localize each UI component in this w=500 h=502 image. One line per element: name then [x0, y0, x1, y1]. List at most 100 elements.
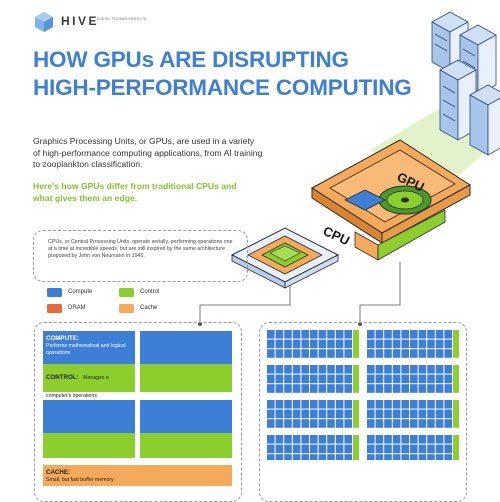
gpu-core-cell — [327, 435, 335, 444]
gpu-core-cell — [435, 374, 444, 384]
gpu-core-cell — [327, 384, 335, 393]
gpu-core-cell — [410, 374, 418, 384]
headline-line-2: HIGH-PERFORMANCE COMPUTING — [33, 75, 412, 100]
gpu-core-cell — [410, 409, 418, 419]
gpu-core-cell — [401, 454, 409, 460]
gpu-core-cell — [375, 330, 384, 339]
gpu-core-cell — [267, 409, 275, 419]
gpu-core-cell — [444, 330, 452, 339]
gpu-core-cell — [435, 339, 444, 349]
gpu-core-cell — [275, 400, 284, 409]
gpu-core-cell — [384, 365, 392, 374]
gpu-core-cell — [367, 374, 375, 384]
gpu-core-cell — [427, 330, 435, 339]
gpu-core-cell — [310, 330, 318, 339]
gpu-core-cell — [267, 400, 275, 409]
gpu-control-cell — [453, 400, 459, 428]
gpu-core-cell — [384, 400, 392, 409]
gpu-core-cell — [427, 400, 435, 409]
gpu-core-cell — [392, 384, 401, 393]
gpu-core-cell — [301, 409, 309, 419]
gpu-core-cell — [375, 384, 384, 393]
cache-title: CACHE: — [46, 469, 71, 476]
gpu-core-cell — [292, 384, 301, 393]
gpu-core-cell — [344, 374, 352, 384]
gpu-core-cell — [292, 454, 301, 460]
gpu-core-cell — [301, 330, 309, 339]
gpu-streaming-block — [267, 365, 359, 393]
gpu-core-cell — [292, 330, 301, 339]
gpu-core-cell — [384, 384, 392, 393]
gpu-core-cell — [310, 435, 318, 444]
gpu-core-cell — [310, 384, 318, 393]
gpu-core-cell — [418, 374, 427, 384]
gpu-core-cell — [392, 349, 401, 358]
cpu-control-block — [140, 433, 232, 458]
gpu-control-cell — [353, 435, 359, 460]
cache-description: Small, but fast buffer memory — [46, 477, 114, 483]
gpu-core-cell — [267, 435, 275, 444]
gpu-core-cell — [335, 365, 344, 374]
gpu-core-cell — [301, 435, 309, 444]
gpu-core-cell — [275, 419, 284, 428]
brand-name: HIVE — [61, 14, 100, 28]
gpu-core-cell — [284, 454, 292, 460]
gpu-core-cell — [284, 400, 292, 409]
cpu-compute-block — [43, 331, 135, 364]
gpu-core-cell — [444, 444, 452, 454]
gpu-core-cell — [410, 349, 418, 358]
gpu-core-cell — [435, 384, 444, 393]
gpu-core-cell — [275, 435, 284, 444]
gpu-core-cell — [318, 339, 327, 349]
gpu-core-cell — [267, 374, 275, 384]
gpu-core-cell — [375, 419, 384, 428]
gpu-core-cell — [284, 330, 292, 339]
gpu-core-cell — [418, 339, 427, 349]
gpu-core-cell — [392, 435, 401, 444]
gpu-core-cell — [401, 409, 409, 419]
gpu-core-cell — [344, 365, 352, 374]
gpu-core-cell — [318, 400, 327, 409]
control-description: Manages a computer's operations — [46, 375, 109, 399]
gpu-core-cell — [401, 444, 409, 454]
gpu-core-cell — [335, 444, 344, 454]
gpu-core-cell — [427, 365, 435, 374]
hexagon-logo-icon — [35, 12, 53, 32]
gpu-core-cell — [318, 384, 327, 393]
gpu-streaming-block — [367, 330, 459, 358]
gpu-core-cell — [310, 400, 318, 409]
gpu-core-cell — [327, 419, 335, 428]
gpu-core-cell — [310, 339, 318, 349]
gpu-core-cell — [418, 400, 427, 409]
gpu-core-cell — [427, 419, 435, 428]
gpu-core-cell — [292, 365, 301, 374]
gpu-core-cell — [384, 339, 392, 349]
gpu-core-cell — [401, 339, 409, 349]
gpu-core-cell — [301, 444, 309, 454]
gpu-core-cell — [318, 374, 327, 384]
compute-description: Performs mathematical and logical operat… — [46, 343, 126, 356]
gpu-core-cell — [418, 384, 427, 393]
gpu-core-cell — [367, 400, 375, 409]
gpu-core-cell — [344, 435, 352, 444]
control-label: CONTROL: Manages a computer's operations — [46, 366, 132, 402]
gpu-core-cell — [327, 444, 335, 454]
gpu-core-cell — [384, 435, 392, 444]
gpu-core-cell — [427, 384, 435, 393]
gpu-core-cell — [375, 409, 384, 419]
gpu-core-cell — [344, 444, 352, 454]
gpu-core-cell — [384, 349, 392, 358]
gpu-control-cell — [453, 365, 459, 393]
gpu-core-cell — [367, 330, 375, 339]
gpu-core-cell — [301, 384, 309, 393]
gpu-core-cell — [384, 444, 392, 454]
gpu-core-cell — [392, 454, 401, 460]
gpu-core-cell — [327, 454, 335, 460]
cpu-compute-block — [140, 331, 232, 364]
gpu-core-cell — [392, 419, 401, 428]
gpu-core-cell — [392, 374, 401, 384]
gpu-core-cell — [384, 330, 392, 339]
gpu-core-cell — [427, 444, 435, 454]
gpu-core-cell — [444, 400, 452, 409]
gpu-core-cell — [427, 454, 435, 460]
